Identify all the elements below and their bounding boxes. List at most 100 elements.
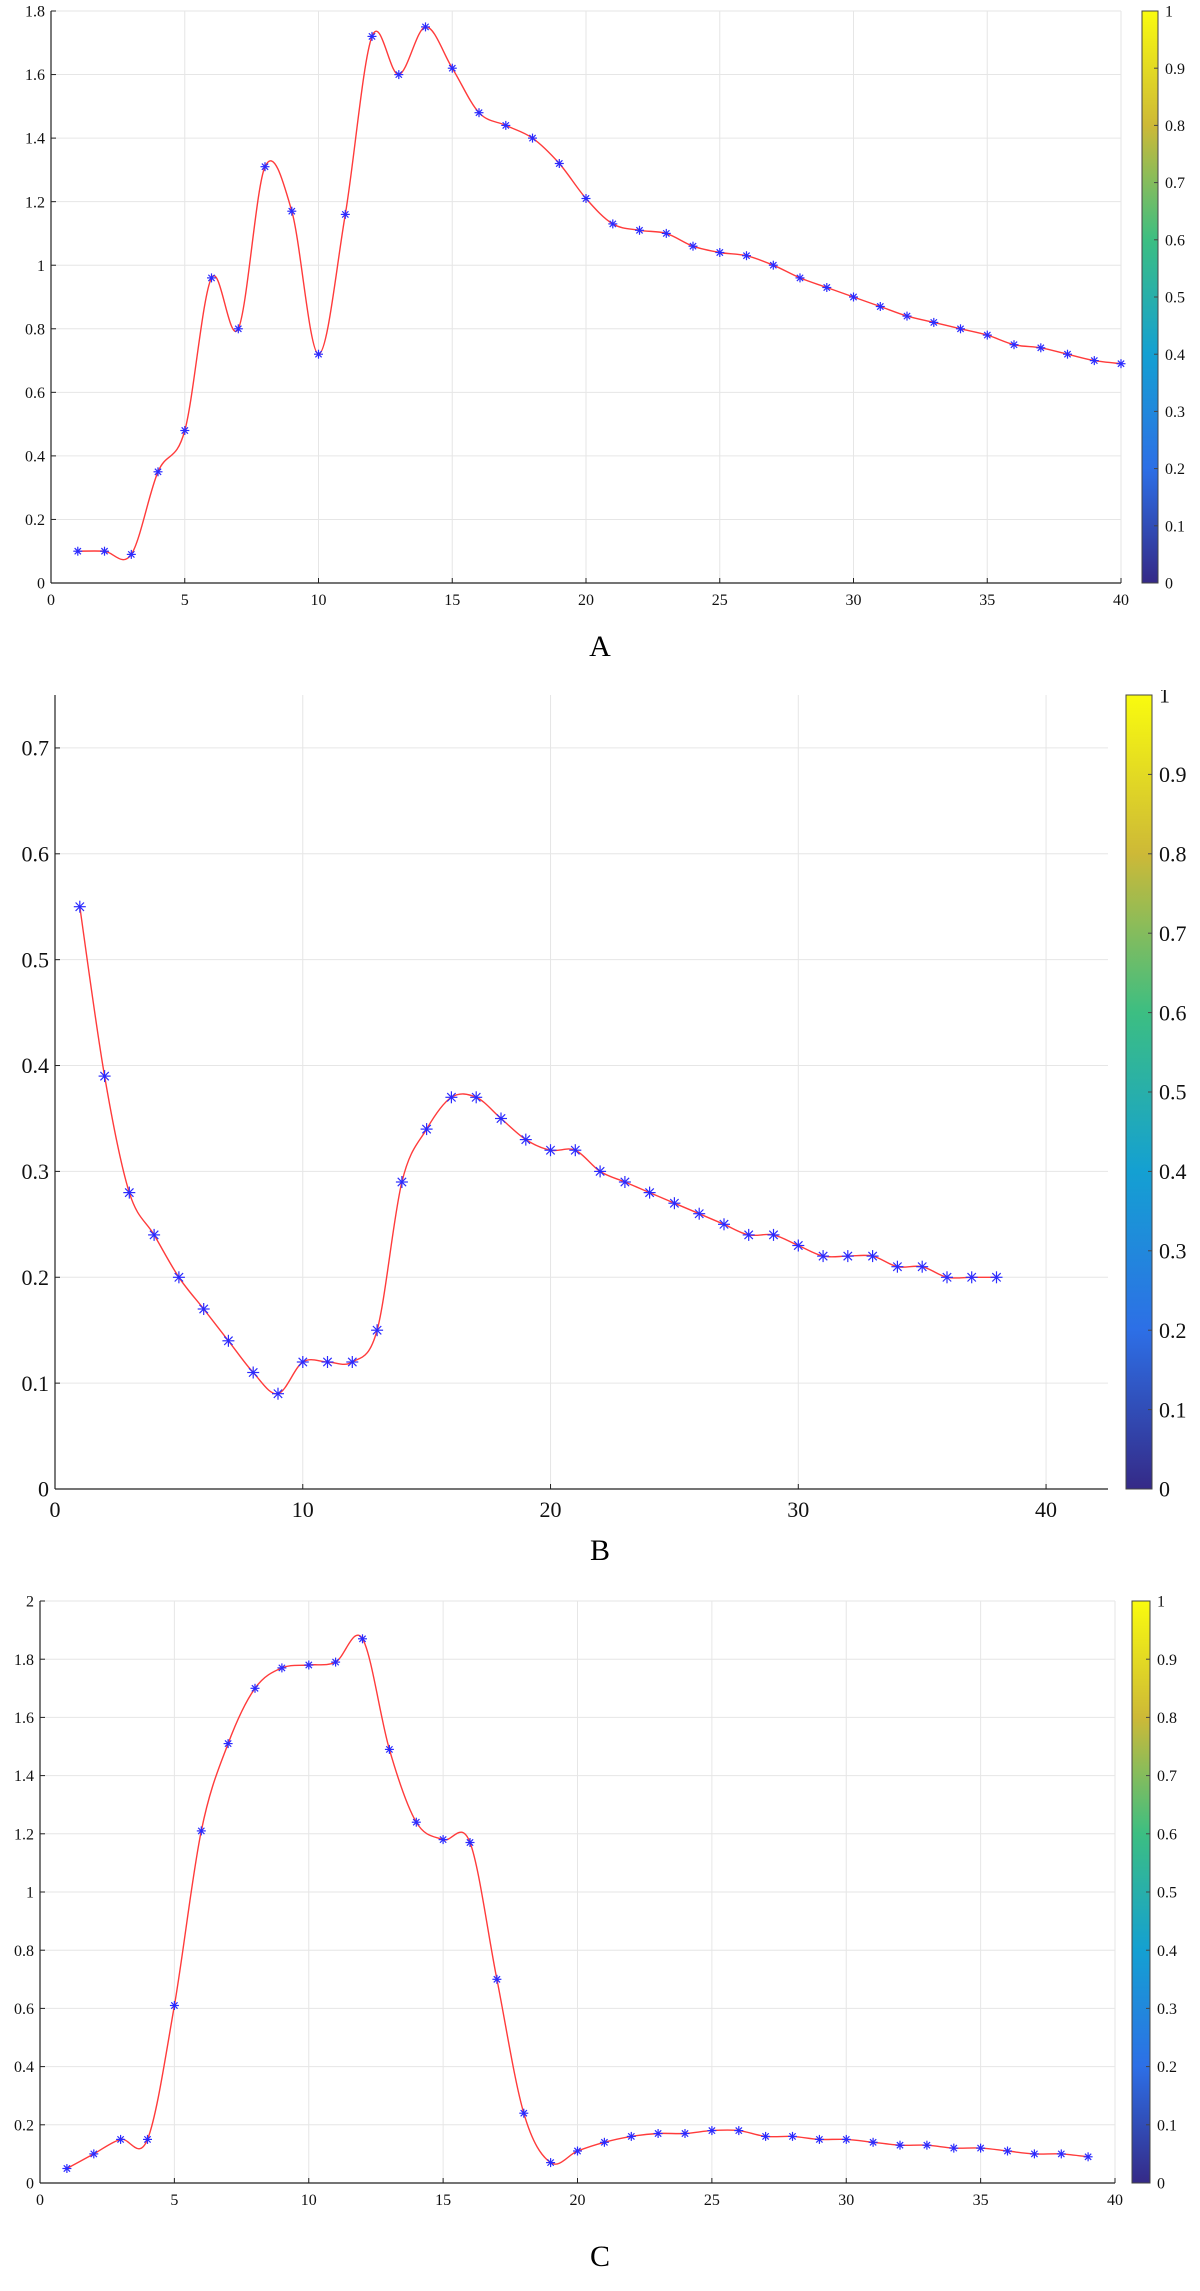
- chart-panel-c: 0 5 10 15 20 25 30 35 40 0 0.2 0.4 0.6 0.8 1 1.2 1.4 1.6 1…: [0, 1590, 1200, 2291]
- data-point-marker: [594, 1165, 607, 1178]
- colorbar-tick-label: 0.8: [1159, 842, 1187, 867]
- data-point-marker: [272, 1387, 284, 1400]
- y-tick-label: 0.2: [14, 2117, 34, 2134]
- colorbar-tick-label: 0.5: [1165, 290, 1185, 307]
- data-point-marker: [976, 2143, 986, 2153]
- data-point-marker: [795, 273, 805, 283]
- colorbar-tick-label: 0.4: [1159, 1159, 1187, 1184]
- colorbar-tick-label: 0.5: [1159, 1080, 1187, 1105]
- colorbar-tick-label: 0.8: [1165, 118, 1185, 135]
- data-point-marker: [98, 1070, 111, 1083]
- data-point-marker: [384, 1744, 394, 1754]
- data-point-marker: [207, 273, 216, 283]
- colorbar-tick-label: 0.2: [1159, 1318, 1187, 1343]
- data-point-marker: [528, 133, 537, 143]
- data-point-marker: [470, 1091, 483, 1104]
- data-point-marker: [73, 900, 86, 913]
- data-point-marker: [501, 120, 511, 130]
- data-point-marker: [358, 1634, 367, 1644]
- colorbar-tick-label: 0.1: [1157, 2117, 1177, 2134]
- chart-a-svg: 0 5 10 15 20 25 30 35 4000.20.40.60.811.21.41.61…: [25, 4, 1185, 609]
- y-tick-label: 0.3: [22, 1159, 50, 1184]
- data-point-marker: [618, 1176, 631, 1188]
- colorbar-tick-label: 0.6: [1165, 232, 1185, 249]
- data-point-marker: [394, 70, 404, 80]
- colorbar-tick-label: 0.9: [1157, 1652, 1177, 1669]
- data-point-marker: [172, 1271, 185, 1284]
- data-point-marker: [321, 1356, 334, 1368]
- data-point-marker: [990, 1271, 1003, 1284]
- data-point-marker: [89, 2149, 99, 2159]
- data-point-marker: [314, 349, 323, 359]
- data-point-marker: [143, 2134, 152, 2144]
- data-point-marker: [902, 311, 912, 321]
- data-point-marker: [1003, 2146, 1012, 2156]
- data-point-marker: [148, 1228, 161, 1241]
- colorbar-tick-label: 0.7: [1159, 921, 1187, 946]
- data-point-marker: [196, 1826, 206, 1836]
- colorbar-tick-label: 0: [1159, 1477, 1170, 1502]
- x-tick-label: 0: [50, 1497, 61, 1522]
- x-tick-label: 0: [36, 2192, 44, 2209]
- data-point-marker: [817, 1250, 830, 1263]
- data-point-marker: [1089, 356, 1099, 366]
- y-tick-label: 0.4: [22, 1053, 50, 1078]
- colorbar-tick-label: 0.3: [1159, 1239, 1187, 1264]
- y-tick-label: 0: [37, 576, 45, 593]
- data-point-marker: [929, 317, 939, 327]
- data-point-marker: [643, 1186, 656, 1199]
- data-point-marker: [223, 1739, 233, 1749]
- colorbar-tick-label: 0.9: [1165, 61, 1185, 78]
- data-point-marker: [688, 241, 698, 251]
- data-point-marker: [492, 1974, 502, 1984]
- y-tick-label: 0.6: [22, 842, 50, 867]
- data-point-marker: [849, 292, 858, 302]
- colorbar-tick-label: 0.1: [1165, 518, 1185, 535]
- data-point-marker: [742, 251, 751, 261]
- x-tick-label: 35: [973, 2192, 989, 2209]
- data-point-marker: [116, 2134, 126, 2144]
- x-tick-label: 40: [1035, 1497, 1057, 1522]
- data-point-marker: [693, 1207, 706, 1220]
- data-point-marker: [661, 228, 671, 238]
- y-tick-label: 1.8: [14, 1652, 34, 1669]
- data-point-marker: [222, 1334, 235, 1347]
- data-point-marker: [922, 2140, 932, 2150]
- colorbar-tick-label: 0.1: [1159, 1397, 1187, 1422]
- data-point-marker: [519, 2108, 529, 2118]
- y-tick-label: 0.1: [22, 1371, 50, 1396]
- data-point-marker: [707, 2126, 717, 2136]
- x-tick-label: 15: [435, 2192, 451, 2209]
- data-point-marker: [1083, 2152, 1093, 2162]
- y-tick-label: 1.6: [25, 67, 45, 84]
- data-point-marker: [956, 324, 965, 334]
- data-point-marker: [965, 1271, 978, 1284]
- data-point-marker: [73, 546, 83, 556]
- x-tick-label: 5: [181, 592, 189, 609]
- data-point-marker: [1029, 2149, 1039, 2159]
- chart-panel-a: 0 5 10 15 20 25 30 35 40 0 0.2 0.4 0.6 0.8 1 1.2 1.4 1.6 1…: [0, 0, 1200, 690]
- data-point-marker: [544, 1144, 557, 1157]
- x-tick-label: 15: [444, 592, 460, 609]
- colorbar: [1125, 694, 1153, 1490]
- colorbar-tick-label: 0.2: [1165, 461, 1185, 478]
- colorbar-tick-label: 0: [1157, 2176, 1165, 2193]
- y-tick-label: 1.4: [25, 131, 45, 148]
- x-tick-label: 10: [311, 592, 327, 609]
- y-tick-label: 0.5: [22, 947, 50, 972]
- data-point-marker: [742, 1228, 755, 1241]
- data-point-marker: [287, 206, 297, 216]
- data-point-marker: [445, 1091, 458, 1104]
- data-point-marker: [546, 2158, 556, 2168]
- colorbar-tick-label: 1: [1159, 690, 1170, 708]
- data-point-marker: [653, 2129, 663, 2138]
- data-point-marker: [1056, 2149, 1066, 2159]
- data-point-marker: [197, 1303, 210, 1315]
- y-tick-label: 1.2: [25, 194, 45, 211]
- data-point-marker: [247, 1366, 260, 1379]
- chart-c-svg: 0 5 10 15 20 25 30 35 4000.20.40.60.811.21.41.61…: [14, 1594, 1177, 2209]
- data-point-marker: [395, 1176, 408, 1188]
- data-point-marker: [371, 1324, 384, 1337]
- data-point-marker: [331, 1657, 341, 1667]
- data-point-marker: [841, 1250, 854, 1263]
